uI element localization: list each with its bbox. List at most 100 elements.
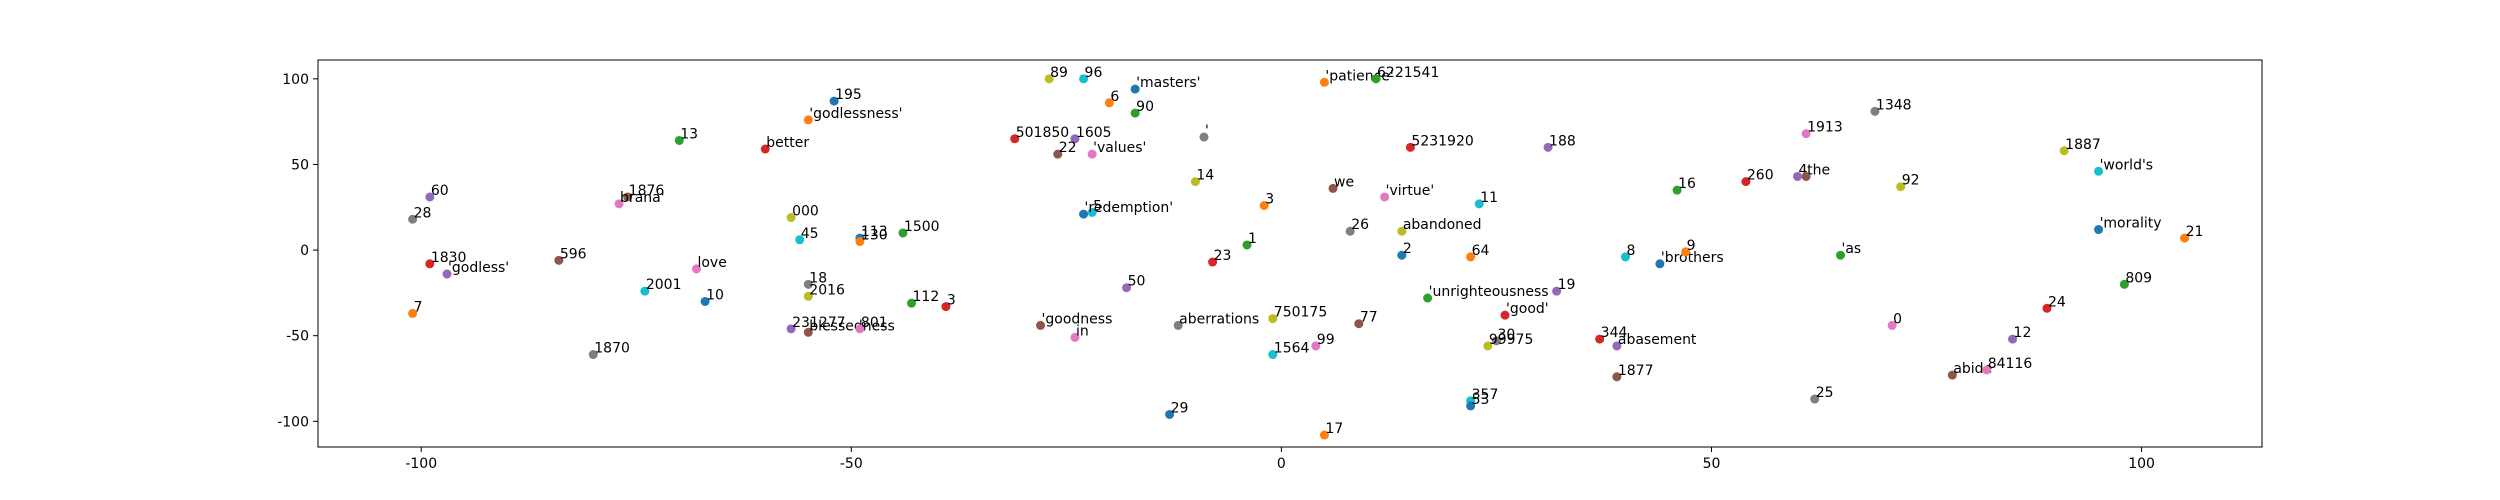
data-point bbox=[1311, 341, 1321, 351]
data-point-label: 1500 bbox=[904, 219, 940, 235]
data-point-label: 28 bbox=[414, 205, 432, 221]
data-point-label: 1877 bbox=[1618, 363, 1654, 379]
data-point-label: 5 bbox=[1093, 198, 1102, 214]
data-point-label: 'values' bbox=[1093, 140, 1146, 156]
data-point bbox=[907, 298, 917, 308]
data-point bbox=[855, 324, 865, 334]
data-point bbox=[700, 296, 710, 306]
data-point-label: 3 bbox=[1265, 192, 1274, 208]
data-point-label: 1605 bbox=[1076, 125, 1112, 141]
data-point-label: 1913 bbox=[1807, 120, 1843, 136]
data-point bbox=[1173, 320, 1183, 330]
data-point-label: 809 bbox=[2125, 270, 2152, 286]
data-point bbox=[1319, 77, 1329, 87]
data-point bbox=[1810, 394, 1820, 404]
data-point-label: 64 bbox=[1472, 243, 1490, 259]
data-point-label: 8 bbox=[1626, 243, 1635, 259]
data-point-label: 90 bbox=[1136, 99, 1154, 115]
data-point-label: 53 bbox=[1472, 392, 1490, 408]
data-point-label: 357 bbox=[1472, 387, 1499, 403]
data-point-label: 'unrighteousness bbox=[1429, 284, 1549, 300]
data-point-label: 'masters' bbox=[1136, 75, 1200, 91]
data-point bbox=[1259, 201, 1269, 211]
data-point bbox=[1122, 283, 1132, 293]
data-point-label: 188 bbox=[1549, 133, 1576, 149]
data-point bbox=[786, 213, 796, 223]
data-point bbox=[2042, 303, 2052, 313]
x-tick-label: 100 bbox=[2128, 456, 2155, 472]
data-point-label: 000 bbox=[792, 204, 819, 220]
data-point-label: 12 bbox=[2014, 325, 2032, 341]
data-point bbox=[1741, 177, 1751, 187]
data-point bbox=[408, 214, 418, 224]
data-point bbox=[1070, 134, 1080, 144]
data-point-label: 6 bbox=[1110, 89, 1119, 105]
data-point bbox=[1552, 286, 1562, 296]
data-point bbox=[829, 96, 839, 106]
data-point-label: 'godless' bbox=[448, 260, 509, 276]
data-point bbox=[2008, 334, 2018, 344]
y-tick-label: -50 bbox=[286, 329, 309, 345]
data-point bbox=[1087, 149, 1097, 159]
data-point-label: 'as bbox=[1842, 241, 1862, 257]
data-point-label: 84116 bbox=[1988, 356, 2033, 372]
data-point bbox=[1672, 185, 1682, 195]
data-point bbox=[1836, 250, 1846, 260]
data-point bbox=[2180, 233, 2190, 243]
data-point-label: 60 bbox=[431, 183, 449, 199]
data-point bbox=[1543, 142, 1553, 152]
data-point bbox=[425, 192, 435, 202]
data-point-label: 1876 bbox=[629, 183, 665, 199]
data-point bbox=[2094, 225, 2104, 235]
data-point-label: 16 bbox=[1678, 176, 1696, 192]
data-point-label: 130 bbox=[861, 228, 888, 244]
data-point bbox=[691, 264, 701, 274]
data-point-label: 17 bbox=[1325, 421, 1343, 437]
data-point-label: 195 bbox=[835, 87, 862, 103]
data-point bbox=[623, 192, 633, 202]
data-point bbox=[803, 115, 813, 125]
data-point-label: 231277 bbox=[792, 315, 845, 331]
data-point-label: 18 bbox=[809, 270, 827, 286]
data-point-label: in bbox=[1076, 323, 1089, 339]
data-point-label: 2001 bbox=[646, 277, 682, 293]
data-point bbox=[2094, 166, 2104, 176]
data-point bbox=[803, 279, 813, 289]
data-point bbox=[442, 269, 452, 279]
data-point-label: 6221541 bbox=[1377, 65, 1439, 81]
data-point-label: 112 bbox=[913, 289, 940, 305]
data-point bbox=[795, 235, 805, 245]
data-point bbox=[1655, 259, 1665, 269]
data-point bbox=[760, 144, 770, 154]
x-tick-label: 50 bbox=[1703, 456, 1721, 472]
data-point bbox=[1793, 171, 1803, 181]
data-point-label: 10 bbox=[706, 287, 724, 303]
data-point-label: 501850 bbox=[1016, 125, 1069, 141]
data-point bbox=[1397, 226, 1407, 236]
data-point-label: 1348 bbox=[1876, 97, 1912, 113]
data-point bbox=[1190, 177, 1200, 187]
data-point bbox=[1371, 74, 1381, 84]
data-point-label: aberrations bbox=[1179, 311, 1259, 327]
data-point bbox=[1801, 171, 1811, 181]
data-point bbox=[786, 324, 796, 334]
y-tick-label: 100 bbox=[282, 72, 309, 88]
data-point bbox=[1345, 226, 1355, 236]
data-point-label: 260 bbox=[1747, 168, 1774, 184]
data-point bbox=[1620, 252, 1630, 262]
data-point bbox=[1947, 370, 1957, 380]
data-point-label: 'redemption' bbox=[1085, 200, 1174, 216]
data-point-label: 99975 bbox=[1489, 332, 1534, 348]
data-point-label: 96 bbox=[1085, 65, 1103, 81]
data-point-label: 99 bbox=[1317, 332, 1335, 348]
data-point bbox=[408, 308, 418, 318]
data-point bbox=[1982, 365, 1992, 375]
data-point-label: abasement bbox=[1618, 332, 1697, 348]
data-point-label: 'world's bbox=[2100, 157, 2154, 173]
data-point bbox=[1500, 310, 1510, 320]
data-point-label: brana' bbox=[620, 190, 665, 206]
data-point-label: 1887 bbox=[2065, 137, 2101, 153]
data-point bbox=[1595, 334, 1605, 344]
data-point bbox=[1130, 108, 1140, 118]
